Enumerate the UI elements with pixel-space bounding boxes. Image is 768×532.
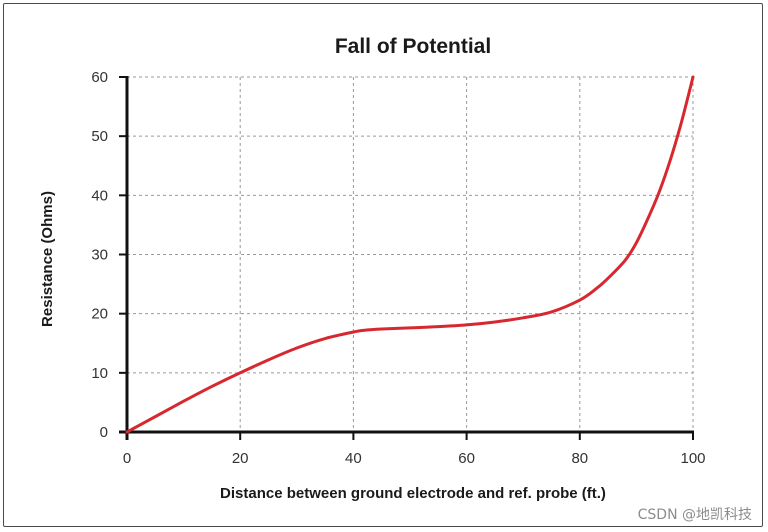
y-axis-label: Resistance (Ohms) bbox=[39, 191, 56, 327]
watermark: CSDN @地凯科技 bbox=[638, 507, 752, 523]
series bbox=[125, 75, 695, 434]
chart-title: Fall of Potential bbox=[335, 35, 491, 58]
axes bbox=[119, 76, 694, 440]
tick-labels: 0 10 20 30 40 50 60 0 20 40 60 80 100 bbox=[91, 69, 705, 467]
x-tick-label-0: 0 bbox=[123, 450, 131, 467]
x-tick-label-100: 100 bbox=[680, 450, 705, 467]
grid bbox=[127, 76, 694, 432]
y-tick-label-50: 50 bbox=[91, 128, 108, 145]
x-tick-label-60: 60 bbox=[458, 450, 475, 467]
chart-frame bbox=[3, 3, 763, 527]
y-tick-label-60: 60 bbox=[91, 69, 108, 86]
y-tick-label-20: 20 bbox=[91, 306, 108, 323]
y-tick-label-0: 0 bbox=[100, 424, 108, 441]
x-axis-label: Distance between ground electrode and re… bbox=[220, 485, 606, 502]
series-line-0 bbox=[125, 75, 695, 434]
y-tick-label-10: 10 bbox=[91, 365, 108, 382]
y-tick-label-40: 40 bbox=[91, 187, 108, 204]
x-tick-label-20: 20 bbox=[232, 450, 249, 467]
x-tick-label-40: 40 bbox=[345, 450, 362, 467]
y-tick-label-30: 30 bbox=[91, 247, 108, 264]
x-tick-label-80: 80 bbox=[571, 450, 588, 467]
